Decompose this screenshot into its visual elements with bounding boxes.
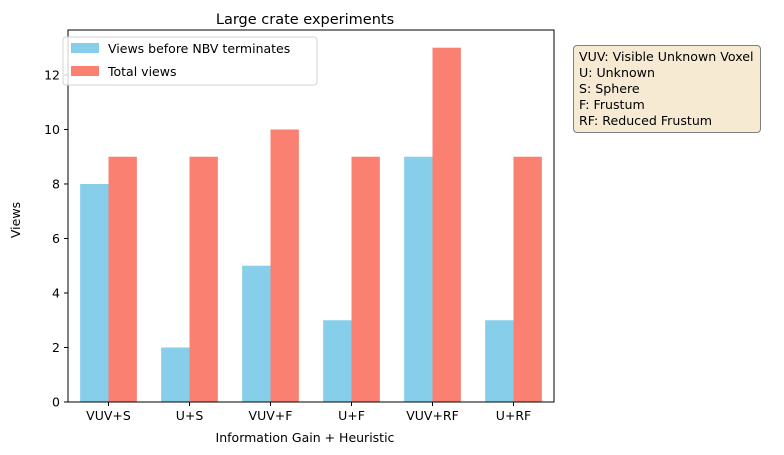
note-line: VUV: Visible Unknown Voxel [579, 49, 754, 64]
x-tick-label: VUV+S [86, 408, 131, 423]
axes-group: VUV+S U+S VUV+F U+F VUV+RF U+RF 0 2 4 6 8 10 12 [44, 29, 555, 423]
plot-frame [67, 29, 555, 403]
chart-title: Large crate experiments [216, 12, 394, 28]
legend: Views before NBV terminates Total views [62, 36, 318, 86]
bar-views-before-u-f [323, 320, 352, 402]
bar-views-before-vuv-f [242, 265, 271, 402]
x-tick-label: U+RF [496, 408, 532, 423]
bar-views-before-vuv-s [80, 183, 109, 402]
x-tick-label: U+F [338, 408, 365, 423]
legend-swatch-total-views [71, 66, 99, 76]
note-line: S: Sphere [579, 81, 640, 96]
y-tick-label: 12 [44, 67, 60, 82]
note-line: F: Frustum [579, 97, 645, 112]
x-tick-label: VUV+RF [406, 408, 459, 423]
bar-total-views-u-rf [513, 156, 542, 402]
y-tick-label: 0 [52, 395, 60, 410]
bar-total-views-vuv-f [270, 129, 299, 402]
bars-group [80, 47, 542, 402]
x-tick-label: VUV+F [249, 408, 293, 423]
bar-total-views-vuv-rf [432, 47, 461, 402]
bar-views-before-vuv-rf [404, 156, 433, 402]
bar-views-before-u-rf [485, 320, 514, 402]
note-line: U: Unknown [579, 65, 655, 80]
x-axis-label: Information Gain + Heuristic [216, 430, 395, 445]
legend-frame [62, 36, 318, 86]
y-tick-label: 6 [52, 231, 60, 246]
bar-views-before-u-s [161, 347, 190, 402]
legend-label-views-before: Views before NBV terminates [108, 41, 290, 56]
y-tick-label: 10 [44, 122, 60, 137]
abbreviation-note: VUV: Visible Unknown Voxel U: Unknown S:… [573, 45, 761, 133]
y-tick-label: 8 [52, 176, 60, 191]
y-axis-label: Views [8, 202, 23, 238]
bar-total-views-vuv-s [108, 156, 137, 402]
legend-label-total-views: Total views [107, 64, 176, 79]
bar-total-views-u-s [189, 156, 218, 402]
bar-total-views-u-f [351, 156, 380, 402]
legend-swatch-views-before [71, 43, 99, 53]
note-line: RF: Reduced Frustum [579, 113, 713, 128]
y-tick-label: 2 [52, 340, 60, 355]
x-tick-label: U+S [176, 408, 204, 423]
y-tick-label: 4 [52, 285, 60, 300]
